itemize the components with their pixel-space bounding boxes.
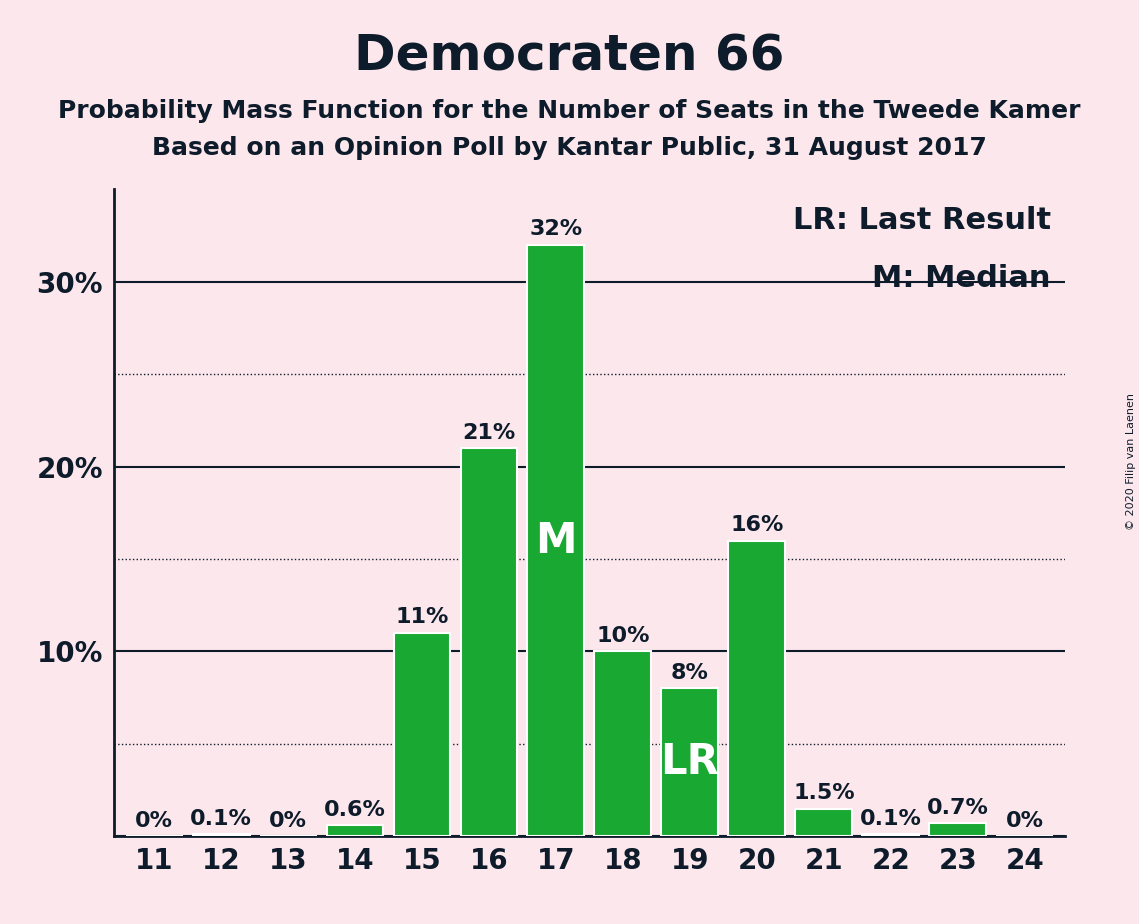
Bar xyxy=(192,834,249,836)
Text: 32%: 32% xyxy=(530,219,582,239)
Bar xyxy=(327,825,384,836)
Text: M: M xyxy=(535,519,576,562)
Bar xyxy=(595,651,652,836)
Text: 1.5%: 1.5% xyxy=(793,783,854,803)
Text: 0%: 0% xyxy=(269,810,308,831)
Bar xyxy=(795,808,852,836)
Text: Based on an Opinion Poll by Kantar Public, 31 August 2017: Based on an Opinion Poll by Kantar Publi… xyxy=(153,136,986,160)
Text: Democraten 66: Democraten 66 xyxy=(354,32,785,80)
Text: 0%: 0% xyxy=(136,810,173,831)
Text: 11%: 11% xyxy=(395,607,449,627)
Bar xyxy=(394,633,450,836)
Text: 0.1%: 0.1% xyxy=(860,808,921,829)
Bar xyxy=(729,541,785,836)
Text: 21%: 21% xyxy=(462,422,516,443)
Bar xyxy=(662,688,719,836)
Text: LR: Last Result: LR: Last Result xyxy=(793,206,1050,235)
Bar xyxy=(460,448,517,836)
Text: 8%: 8% xyxy=(671,663,708,683)
Text: © 2020 Filip van Laenen: © 2020 Filip van Laenen xyxy=(1126,394,1136,530)
Text: 0.1%: 0.1% xyxy=(190,808,252,829)
Text: 0.6%: 0.6% xyxy=(325,799,386,820)
Bar xyxy=(929,823,986,836)
Text: 0.7%: 0.7% xyxy=(927,797,989,818)
Bar xyxy=(527,245,584,836)
Text: M: Median: M: Median xyxy=(872,263,1050,293)
Text: 10%: 10% xyxy=(596,626,649,646)
Text: Probability Mass Function for the Number of Seats in the Tweede Kamer: Probability Mass Function for the Number… xyxy=(58,99,1081,123)
Text: LR: LR xyxy=(661,741,719,784)
Text: 0%: 0% xyxy=(1006,810,1043,831)
Bar xyxy=(862,834,919,836)
Text: 16%: 16% xyxy=(730,515,784,535)
